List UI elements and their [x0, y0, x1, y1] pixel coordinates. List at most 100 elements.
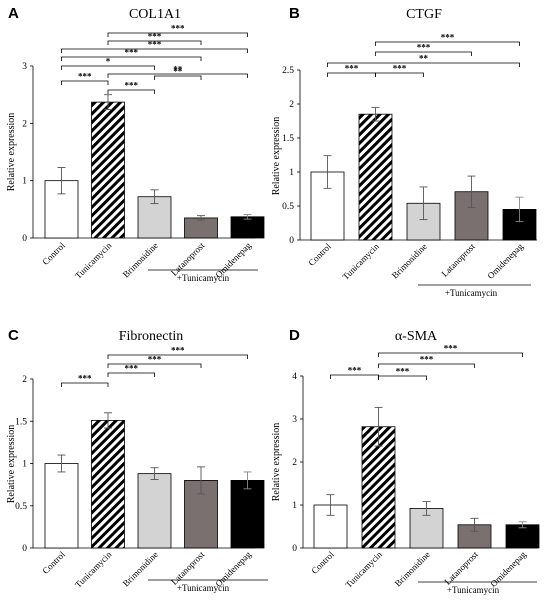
significance-label: ***: [345, 64, 359, 74]
category-label: Tunicamycin: [73, 549, 114, 590]
y-tick-label: 2: [22, 119, 27, 129]
panel-title: α-SMA: [395, 329, 438, 344]
significance-label: ***: [148, 40, 162, 50]
panel-title: COL1A1: [129, 7, 181, 22]
significance-bracket: [375, 41, 520, 46]
significance-bracket: [107, 73, 248, 78]
bar: [137, 473, 172, 549]
significance-label: ***: [348, 366, 362, 376]
significance-bracket: [154, 75, 202, 80]
significance-label: ***: [441, 33, 455, 43]
category-label: Control: [40, 240, 67, 267]
significance-label: ***: [125, 81, 139, 91]
category-label: Brimonidine: [121, 549, 160, 588]
significance-label: ***: [171, 24, 185, 34]
treatment-label: +Tunicamycin: [177, 273, 230, 283]
category-label: Latanoprost: [439, 241, 477, 279]
y-tick-label: 0: [22, 234, 27, 244]
significance-bracket: [378, 352, 523, 357]
significance-label: ***: [125, 364, 139, 374]
significance-bracket: [375, 51, 472, 56]
panel-letter: B: [289, 5, 300, 22]
category-label: Brimonidine: [390, 241, 429, 280]
significance-label: ***: [148, 355, 162, 365]
significance-bracket: [61, 65, 155, 70]
significance-bracket: [375, 72, 424, 77]
treatment-label: +Tunicamycin: [177, 583, 230, 593]
category-label: Brimonidine: [121, 240, 160, 279]
significance-bracket: [378, 363, 475, 368]
significance-bracket: [107, 372, 155, 377]
significance-label: ***: [393, 64, 407, 74]
category-label: Control: [309, 549, 336, 576]
bar: [230, 216, 265, 239]
significance-label: ***: [125, 48, 139, 58]
y-tick-label: 1: [292, 501, 297, 511]
y-tick-label: 0: [289, 236, 294, 246]
treatment-label: +Tunicamycin: [447, 585, 500, 595]
y-tick-label: 2: [22, 375, 27, 385]
significance-bracket: [107, 363, 202, 368]
significance-label: ***: [171, 346, 185, 356]
significance-bracket: [107, 89, 155, 94]
y-tick-label: 1.5: [282, 134, 294, 144]
bar: [184, 479, 218, 549]
y-tick-label: 0.5: [15, 502, 27, 512]
significance-label: **: [173, 65, 183, 75]
y-tick-label: 0: [22, 544, 27, 554]
y-axis-label: Relative expression: [6, 113, 17, 192]
significance-bracket: [61, 80, 109, 85]
y-tick-label: 2: [292, 458, 297, 468]
significance-label: *: [106, 57, 111, 67]
panel-letter: A: [8, 5, 19, 22]
category-label: Latanoprost: [169, 549, 207, 587]
y-tick-label: 0: [292, 544, 297, 554]
panel-title: Fibronectin: [119, 329, 184, 344]
significance-label: ***: [148, 32, 162, 42]
bar: [361, 426, 396, 549]
significance-label: **: [419, 54, 429, 64]
y-tick-label: 1.5: [15, 417, 27, 427]
category-label: Latanoprost: [442, 549, 480, 587]
y-tick-label: 1: [289, 168, 294, 178]
significance-label: ***: [420, 355, 434, 365]
bar: [91, 420, 125, 549]
significance-bracket: [107, 40, 202, 45]
category-label: Control: [306, 241, 333, 268]
significance-label: ***: [78, 374, 92, 384]
panel-letter: D: [289, 327, 300, 344]
y-tick-label: 3: [22, 62, 27, 72]
significance-bracket: [327, 72, 376, 77]
significance-bracket: [327, 62, 520, 67]
significance-bracket: [61, 382, 109, 387]
category-label: Omidenepag: [485, 241, 525, 281]
category-label: Tunicamycin: [73, 240, 114, 281]
y-tick-label: 2.5: [282, 66, 294, 76]
bar: [44, 463, 79, 549]
significance-bracket: [61, 48, 248, 53]
significance-label: ***: [396, 367, 410, 377]
category-label: Omidenepag: [488, 549, 528, 589]
bar: [358, 113, 393, 241]
significance-label: ***: [78, 72, 92, 82]
treatment-label: +Tunicamycin: [445, 288, 498, 298]
significance-bracket: [107, 32, 248, 37]
bar: [505, 524, 540, 549]
y-tick-label: 1: [22, 177, 27, 187]
panel-letter: C: [8, 327, 19, 344]
significance-label: ***: [444, 344, 458, 354]
significance-label: **: [173, 67, 183, 77]
significance-bracket: [378, 375, 427, 380]
category-label: Tunicamycin: [340, 241, 381, 282]
y-tick-label: 1: [22, 460, 27, 470]
y-axis-label: Relative expression: [271, 117, 282, 196]
significance-label: ***: [417, 43, 431, 53]
bar: [91, 101, 125, 239]
significance-bracket: [61, 56, 202, 61]
y-tick-label: 0.5: [282, 202, 294, 212]
y-tick-label: 4: [292, 372, 297, 382]
significance-bracket: [107, 354, 248, 359]
category-label: Tunicamycin: [343, 549, 384, 590]
bar: [184, 217, 218, 239]
